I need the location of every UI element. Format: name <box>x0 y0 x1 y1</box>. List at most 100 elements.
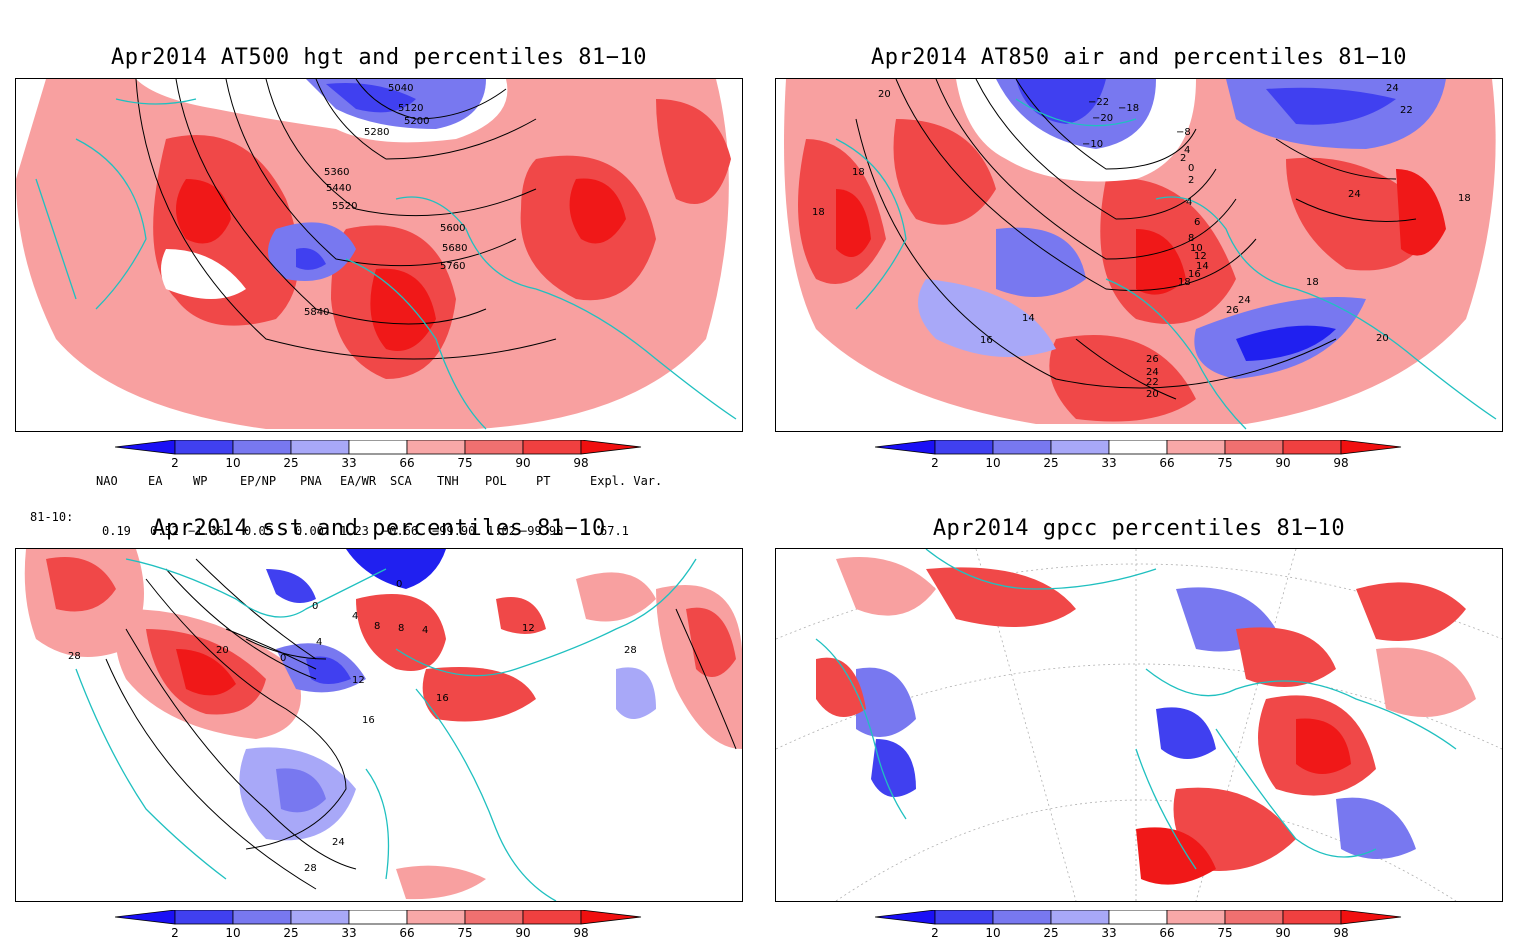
contour-label: 20 <box>216 645 229 656</box>
contour-label: 22 <box>1146 377 1159 388</box>
colorbar-tick-label: 98 <box>1333 926 1349 940</box>
contour-label: 24 <box>1348 189 1361 200</box>
colorbar-swatch <box>1282 440 1342 455</box>
colorbar-swatch <box>1050 440 1110 455</box>
contour-label: 0 <box>1188 163 1194 174</box>
contour-label: 5280 <box>364 127 389 138</box>
colorbar-tick-label: 10 <box>225 926 241 940</box>
indices-header: POL <box>485 474 507 488</box>
contour-label: 28 <box>624 645 637 656</box>
contour-label: 16 <box>362 715 375 726</box>
colorbar-tick-label: 33 <box>341 456 357 470</box>
colorbar-tick-label: 25 <box>283 926 299 940</box>
indices-value: 1.23 <box>340 524 369 538</box>
indices-header: PNA <box>300 474 322 488</box>
indices-value: 0.00 <box>295 524 324 538</box>
contour-label: 14 <box>1022 313 1035 324</box>
contour-label: −22 <box>1088 97 1109 108</box>
colorbar-tick-label: 98 <box>1333 456 1349 470</box>
colorbar-swatch <box>174 440 234 455</box>
contour-label: 5200 <box>404 116 429 127</box>
colorbar-tick-label: 33 <box>1101 926 1117 940</box>
colorbar-swatches <box>875 910 1402 925</box>
colorbar-tick-label: 75 <box>1217 926 1233 940</box>
indices-value: −0.66 <box>382 524 419 538</box>
indices-header: TNH <box>437 474 459 488</box>
colorbar-arrow-low <box>875 440 936 455</box>
contour-label: 5520 <box>332 201 357 212</box>
contour-label: 22 <box>1400 105 1413 116</box>
colorbar-top-left: 2 10 25 33 66 75 90 98 <box>115 440 645 474</box>
map-hgt500-canvas: 5040 5120 5200 5280 5360 5440 5520 5600 … <box>16 79 742 431</box>
contour-label: 5760 <box>440 261 465 272</box>
colorbar-swatch <box>290 910 350 925</box>
contour-label: −8 <box>1176 127 1191 138</box>
colorbar-tick-label: 2 <box>171 926 179 940</box>
contour-label: 12 <box>352 675 365 686</box>
colorbar-tick-label: 75 <box>457 456 473 470</box>
map-gpcc <box>775 548 1503 902</box>
contour-label: 10 <box>1190 243 1203 254</box>
colorbar-swatch <box>1282 910 1342 925</box>
contour-label: 18 <box>1458 193 1471 204</box>
colorbar-tick-label: 66 <box>399 456 415 470</box>
colorbar-tick-label: 98 <box>573 456 589 470</box>
contour-label: 4 <box>316 637 322 648</box>
indices-value: −99.90 <box>432 524 476 538</box>
contour-label: 0 <box>280 653 286 664</box>
panel-title-sst: Apr2014 sst and percentiles 81−10 <box>152 516 606 541</box>
indices-value: 67.1 <box>600 524 629 538</box>
contour-label: 8 <box>1188 233 1194 244</box>
contour-label: 18 <box>1178 277 1191 288</box>
colorbar-tick-label: 90 <box>1275 926 1291 940</box>
colorbar-swatch <box>1224 910 1284 925</box>
contour-label: 5600 <box>440 223 465 234</box>
contour-label: 18 <box>852 167 865 178</box>
contour-label: 26 <box>1226 305 1239 316</box>
contour-label: 24 <box>1238 295 1251 306</box>
contour-label: 12 <box>1194 251 1207 262</box>
indices-header: Expl. Var. <box>590 474 663 488</box>
contour-label: 5040 <box>388 83 413 94</box>
colorbar-arrow-high <box>580 440 642 455</box>
colorbar-tick-label: 10 <box>225 456 241 470</box>
contour-label: −18 <box>1118 103 1139 114</box>
contour-label: 2 <box>1188 175 1194 186</box>
colorbar-swatch <box>1166 440 1226 455</box>
contour-label: 4 <box>1184 145 1190 156</box>
contour-label: 2 <box>1180 153 1186 164</box>
colorbar-tick-label: 10 <box>985 926 1001 940</box>
contour-label: 5120 <box>398 103 423 114</box>
colorbar-swatch <box>1224 440 1284 455</box>
contour-label: −20 <box>1092 113 1113 124</box>
map-air850: 20 −22 −18 −20 −10 −8 4 2 0 2 4 6 8 10 1… <box>775 78 1503 432</box>
colorbar-swatch <box>1108 910 1168 925</box>
indices-table: NAO EA WP EP/NP PNA EA/WR SCA TNH POL PT Expl. Var… <box>0 474 700 538</box>
indices-header: NAO <box>96 474 118 488</box>
colorbar-arrow-low <box>115 440 176 455</box>
map-sst: 28 20 0 4 8 0 0 4 8 4 12 16 16 12 28 24 … <box>15 548 743 902</box>
contour-label: 8 <box>374 621 380 632</box>
colorbar-top-right: 2 10 25 33 66 75 90 98 <box>875 440 1405 474</box>
colorbar-tick-label: 98 <box>573 926 589 940</box>
colorbar-tick-label: 90 <box>515 926 531 940</box>
colorbar-swatch <box>934 910 994 925</box>
indices-values: 81-10: 0.19 0.52 −1.36 0.05 0.00 1.23 −0.66 −99… <box>0 496 700 538</box>
indices-value: 0.05 <box>244 524 273 538</box>
colorbar-arrow-high <box>580 910 642 925</box>
indices-header: EA/WR <box>340 474 377 488</box>
colorbar-tick-label: 66 <box>1159 456 1175 470</box>
colorbar-swatch <box>522 440 582 455</box>
contour-label: 16 <box>1188 269 1201 280</box>
panel-title-gpcc: Apr2014 gpcc percentiles 81−10 <box>932 516 1346 541</box>
contour-label: 24 <box>332 837 345 848</box>
colorbar-tick-label: 75 <box>1217 456 1233 470</box>
colorbar-swatch <box>464 910 524 925</box>
contour-label: 0 <box>312 601 318 612</box>
colorbar-swatch <box>290 440 350 455</box>
colorbar-swatch <box>174 910 234 925</box>
contour-label: 18 <box>1306 277 1319 288</box>
contour-label: 24 <box>1386 83 1399 94</box>
contour-label: 5360 <box>324 167 349 178</box>
colorbar-swatch <box>406 440 466 455</box>
